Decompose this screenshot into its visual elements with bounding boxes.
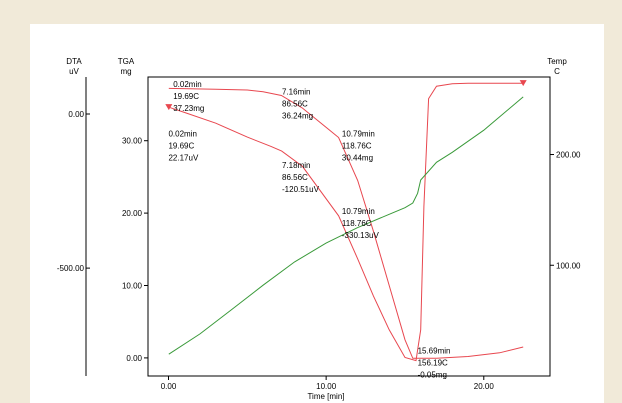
- x-tick-label: 20.00: [474, 382, 495, 391]
- triangle-marker: [165, 104, 173, 111]
- annotation-line: 22.17uV: [168, 153, 198, 162]
- temp-tick-label: 100.00: [556, 261, 581, 270]
- annotation-label: 15.69min 156.19C -0.05mg: [418, 347, 451, 380]
- annotation-label: 7.18min 86.56C -120.51uV: [282, 161, 320, 194]
- annotation-line: 19.69C: [168, 141, 194, 150]
- x-axis-title: Time [min]: [307, 392, 344, 401]
- annotation-line: 10.79min: [342, 129, 375, 138]
- annotation-line: -120.51uV: [282, 185, 320, 194]
- annotation-line: 0.02min: [173, 80, 201, 89]
- temp-series-line: [168, 96, 524, 355]
- annotation-line: 118.76C: [342, 141, 372, 150]
- triangle-marker: [519, 80, 527, 87]
- annotation-line: 19.69C: [173, 92, 199, 101]
- annotation-line: 86.56C: [282, 173, 308, 182]
- dta-axis-unit: uV: [69, 67, 79, 76]
- annotation-line: 7.16min: [282, 87, 310, 96]
- tga-tick-label: 10.00: [122, 282, 143, 291]
- dta-series-line: [168, 82, 524, 362]
- dta-axis-title: DTA: [66, 57, 82, 66]
- annotation-label: 0.02min 19.69C 22.17uV: [168, 129, 198, 162]
- tga-series-line: [168, 87, 524, 359]
- annotation-line: 37.23mg: [173, 104, 204, 113]
- tga-tick-label: 0.00: [126, 354, 142, 363]
- temp-tick-label: 200.00: [556, 151, 581, 160]
- annotation-line: 36.24mg: [282, 111, 313, 120]
- annotation-line: -0.05mg: [418, 371, 447, 380]
- x-tick-label: 0.00: [161, 382, 177, 391]
- tga-axis-unit: mg: [120, 67, 131, 76]
- annotation-line: 30.44mg: [342, 153, 373, 162]
- chart-frame: DTA uV TGA mg Temp C Time [min] 0.00 10.0…: [30, 24, 604, 403]
- thermal-analysis-chart: DTA uV TGA mg Temp C Time [min] 0.00 10.0…: [57, 57, 581, 401]
- annotation-line: 86.56C: [282, 99, 308, 108]
- annotation-line: 156.19C: [418, 359, 448, 368]
- annotation-line: 10.79min: [342, 207, 375, 216]
- annotation-label: 7.16min 86.56C 36.24mg: [282, 87, 313, 120]
- tga-tick-label: 20.00: [122, 209, 143, 218]
- tga-tick-label: 30.00: [122, 137, 143, 146]
- dta-tick-label: -500.00: [57, 264, 85, 273]
- annotation-line: 118.76C: [342, 219, 372, 228]
- x-tick-label: 10.00: [316, 382, 337, 391]
- annotation-label: 10.79min 118.76C -330.13uV: [342, 207, 380, 240]
- annotation-line: -330.13uV: [342, 231, 380, 240]
- annotation-line: 15.69min: [418, 347, 451, 356]
- plot-area-border: [147, 76, 551, 377]
- tga-axis-title: TGA: [118, 57, 135, 66]
- temp-axis-unit: C: [554, 67, 560, 76]
- dta-tick-label: 0.00: [68, 110, 84, 119]
- annotation-line: 7.18min: [282, 161, 310, 170]
- annotation-label: 10.79min 118.76C 30.44mg: [342, 129, 375, 162]
- annotation-label: 0.02min 19.69C 37.23mg: [173, 80, 204, 113]
- annotation-line: 0.02min: [168, 129, 196, 138]
- temp-axis-title: Temp: [547, 57, 567, 66]
